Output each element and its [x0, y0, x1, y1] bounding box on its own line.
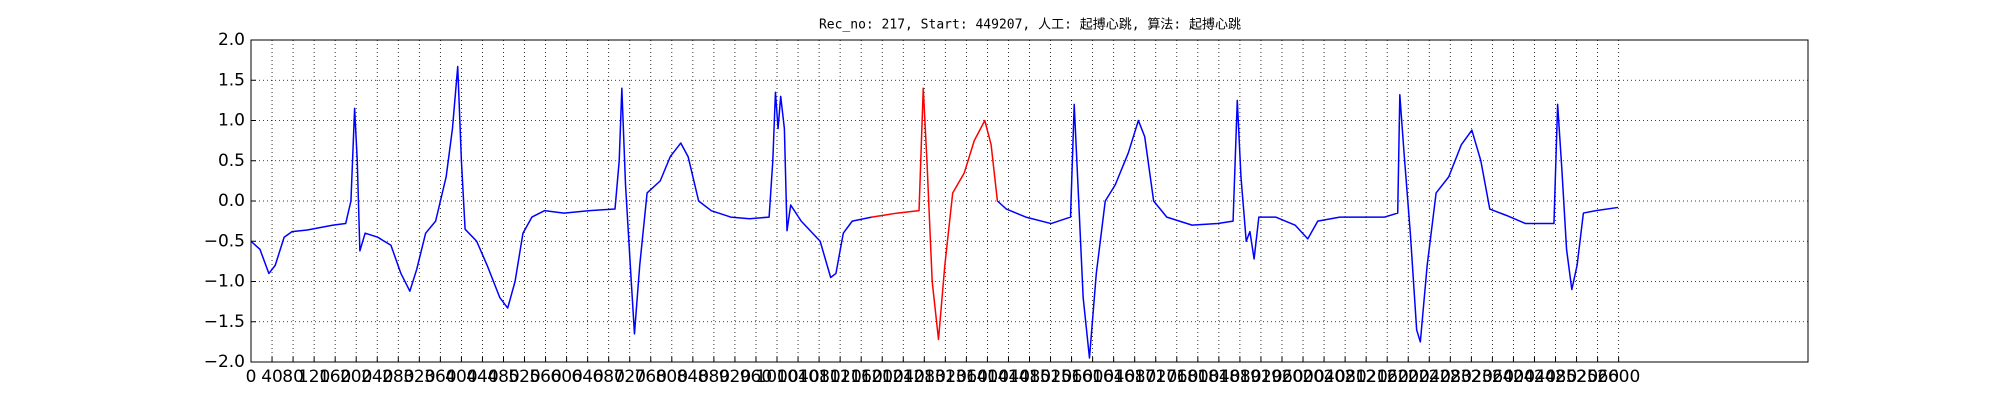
x-tick-label: 1440 [987, 367, 1030, 387]
ecg-line [871, 87, 999, 341]
x-tick-label: 680 [592, 367, 624, 387]
x-tick-label: 920 [719, 367, 751, 387]
x-tick-label: 1520 [1029, 367, 1072, 387]
x-tick-label: 160 [319, 367, 351, 387]
x-tick-label: 2360 [1471, 367, 1514, 387]
chart-title: Rec_no: 217, Start: 449207, 人工: 起搏心跳, 算法… [819, 17, 1241, 33]
x-tick-label: 1600 [1071, 367, 1114, 387]
x-tick-label: 760 [635, 367, 667, 387]
y-tick-label: −2.0 [204, 352, 245, 372]
y-tick-label: −1.0 [204, 272, 245, 292]
y-tick-label: −0.5 [204, 231, 245, 251]
y-tick-label: 1.0 [218, 111, 245, 131]
x-tick-label: 2440 [1513, 367, 1556, 387]
x-tick-label: 1400 [966, 367, 1009, 387]
x-tick-label: 1680 [1113, 367, 1156, 387]
x-tick-label: 1760 [1155, 367, 1198, 387]
x-tick-label: 2080 [1323, 367, 1366, 387]
x-tick-label: 400 [445, 367, 477, 387]
x-tick-label: 240 [361, 367, 393, 387]
x-tick-label: 1280 [903, 367, 946, 387]
x-tick-label: 2040 [1302, 367, 1345, 387]
x-tick-label: 480 [487, 367, 519, 387]
x-tick-label: 840 [677, 367, 709, 387]
y-tick-label: 0.0 [218, 191, 245, 211]
x-tick-label: 2120 [1345, 367, 1388, 387]
x-tick-label: 1800 [1176, 367, 1219, 387]
x-tick-label: 2480 [1534, 367, 1577, 387]
x-tick-label: 600 [550, 367, 582, 387]
x-tick-label: 2160 [1366, 367, 1409, 387]
y-tick-label: 0.5 [218, 151, 245, 171]
x-tick-label: 1000 [755, 367, 798, 387]
x-tick-label: 360 [424, 367, 456, 387]
x-tick-label: 2200 [1387, 367, 1430, 387]
x-tick-label: 320 [403, 367, 435, 387]
x-tick-label: 2000 [1281, 367, 1324, 387]
x-tick-label: 1120 [819, 367, 862, 387]
x-tick-label: 0 [246, 367, 257, 387]
ecg-line [250, 65, 1619, 359]
y-tick-label: −1.5 [204, 312, 245, 332]
x-tick-label: 1960 [1260, 367, 1303, 387]
x-tick-label: 1920 [1239, 367, 1282, 387]
x-tick-label: 1560 [1050, 367, 1093, 387]
x-tick-label: 1240 [882, 367, 925, 387]
x-tick-label: 880 [698, 367, 730, 387]
x-tick-label: 1880 [1218, 367, 1261, 387]
x-tick-label: 560 [529, 367, 561, 387]
x-tick-label: 960 [740, 367, 772, 387]
x-tick-label: 1640 [1092, 367, 1135, 387]
x-tick-label: 80 [282, 367, 304, 387]
x-tick-label: 120 [298, 367, 330, 387]
x-tick-label: 2240 [1408, 367, 1451, 387]
x-tick-label: 640 [571, 367, 603, 387]
x-tick-label: 2600 [1597, 367, 1640, 387]
x-tick-label: 1080 [797, 367, 840, 387]
x-tick-label: 280 [382, 367, 414, 387]
x-tick-label: 1320 [924, 367, 967, 387]
x-tick-label: 1720 [1134, 367, 1177, 387]
x-tick-label: 800 [656, 367, 688, 387]
x-tick-label: 40 [261, 367, 283, 387]
y-tick-label: 2.0 [218, 30, 245, 50]
x-tick-label: 1200 [861, 367, 904, 387]
x-tick-label: 1040 [776, 367, 819, 387]
x-tick-label: 2320 [1450, 367, 1493, 387]
y-tick-label: 1.5 [218, 70, 245, 90]
x-tick-label: 1480 [1008, 367, 1051, 387]
x-tick-label: 200 [340, 367, 372, 387]
x-tick-label: 2560 [1576, 367, 1619, 387]
x-tick-label: 440 [466, 367, 498, 387]
x-tick-label: 1360 [945, 367, 988, 387]
plot-frame [250, 39, 1809, 363]
x-tick-label: 2520 [1555, 367, 1598, 387]
x-tick-label: 720 [614, 367, 646, 387]
x-tick-label: 1160 [840, 367, 883, 387]
x-tick-label: 2400 [1492, 367, 1535, 387]
x-tick-label: 1840 [1197, 367, 1240, 387]
x-tick-label: 2280 [1429, 367, 1472, 387]
x-tick-label: 520 [508, 367, 540, 387]
